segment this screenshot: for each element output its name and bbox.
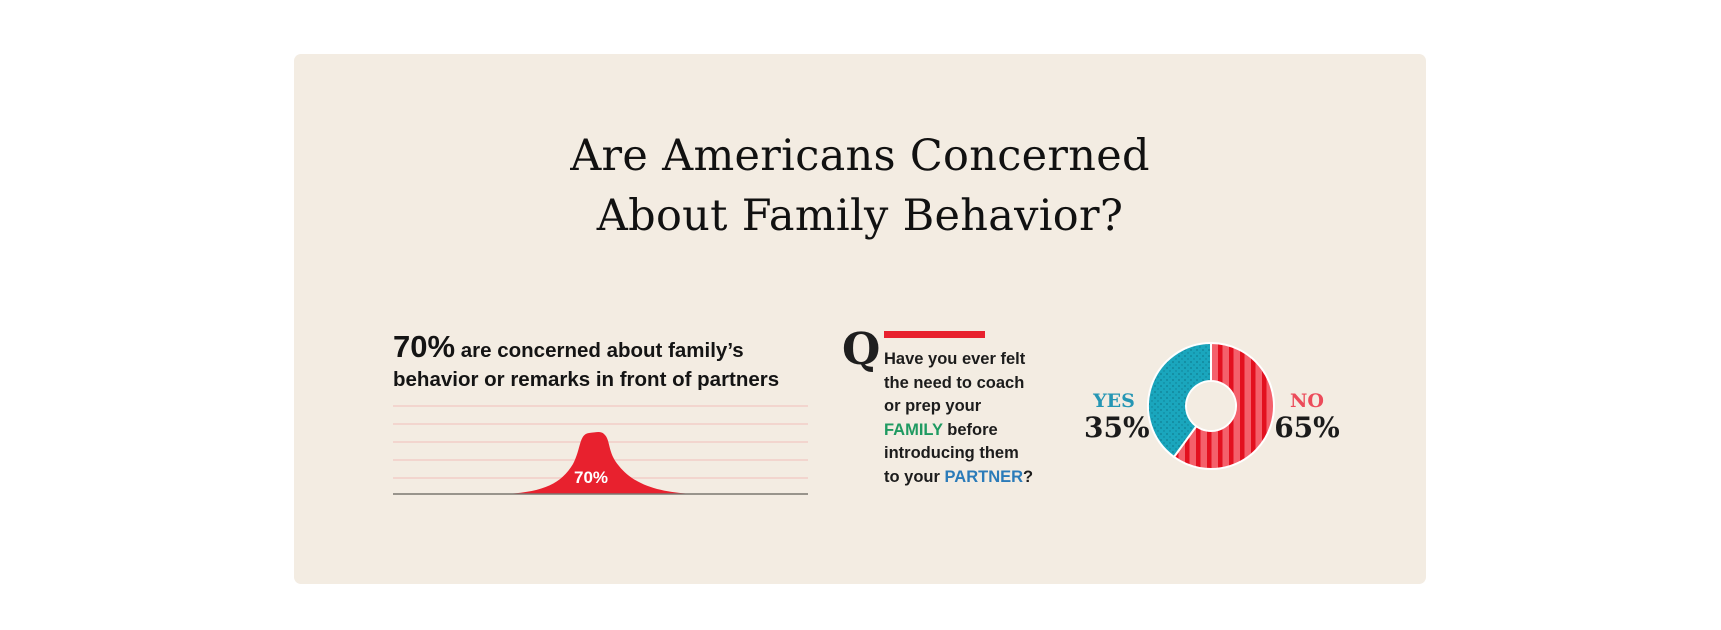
question-line-2: the need to coach (884, 373, 1025, 392)
bell-curve-label: 70% (574, 468, 608, 487)
infographic-panel: Are Americans Concerned About Family Beh… (294, 54, 1426, 584)
stat-text-line-1: are concerned about family’s (455, 339, 744, 362)
page-title: Are Americans Concerned About Family Beh… (294, 126, 1426, 246)
question-line-1: Have you ever felt (884, 350, 1026, 368)
red-accent-bar (884, 331, 985, 338)
title-line-1: Are Americans Concerned (570, 131, 1150, 181)
no-percent: 65% (1274, 411, 1340, 444)
question-line-5: introducing them (884, 444, 1019, 462)
no-label: NO (1290, 390, 1324, 412)
question-line-4: FAMILY before (884, 419, 1064, 443)
q-letter-icon: Q (842, 324, 881, 375)
donut-chart (1141, 336, 1281, 481)
question-mark: ? (1023, 467, 1034, 486)
yes-label: YES (1093, 390, 1135, 412)
question-line-6-pre: to your (884, 467, 945, 486)
bell-curve-area (505, 432, 691, 494)
stat-heading: 70% are concerned about family’s behavio… (393, 329, 833, 394)
stat-text-line-2: behavior or remarks in front of partners (393, 368, 780, 391)
stat-percent: 70% (393, 329, 456, 364)
no-legend: NO 65% (1272, 390, 1342, 444)
title-line-2: About Family Behavior? (596, 191, 1124, 241)
donut-svg (1146, 341, 1275, 470)
question-text: Have you ever felt the need to coach or … (884, 348, 1064, 489)
question-line-4-rest: before (942, 420, 998, 439)
donut-hole (1187, 382, 1235, 430)
yes-percent: 35% (1084, 411, 1150, 444)
bell-curve-chart: 70% (393, 394, 813, 559)
family-highlight: FAMILY (884, 420, 943, 439)
donut-segment-no (1172, 341, 1275, 470)
question-line-6: to your PARTNER? (884, 466, 1064, 490)
yes-legend: YES 35% (1084, 390, 1150, 444)
partner-highlight: PARTNER (944, 467, 1024, 486)
donut-segment-yes (1146, 341, 1212, 459)
question-line-3: or prep your (884, 397, 982, 415)
bell-curve-svg: 70% (393, 405, 808, 495)
